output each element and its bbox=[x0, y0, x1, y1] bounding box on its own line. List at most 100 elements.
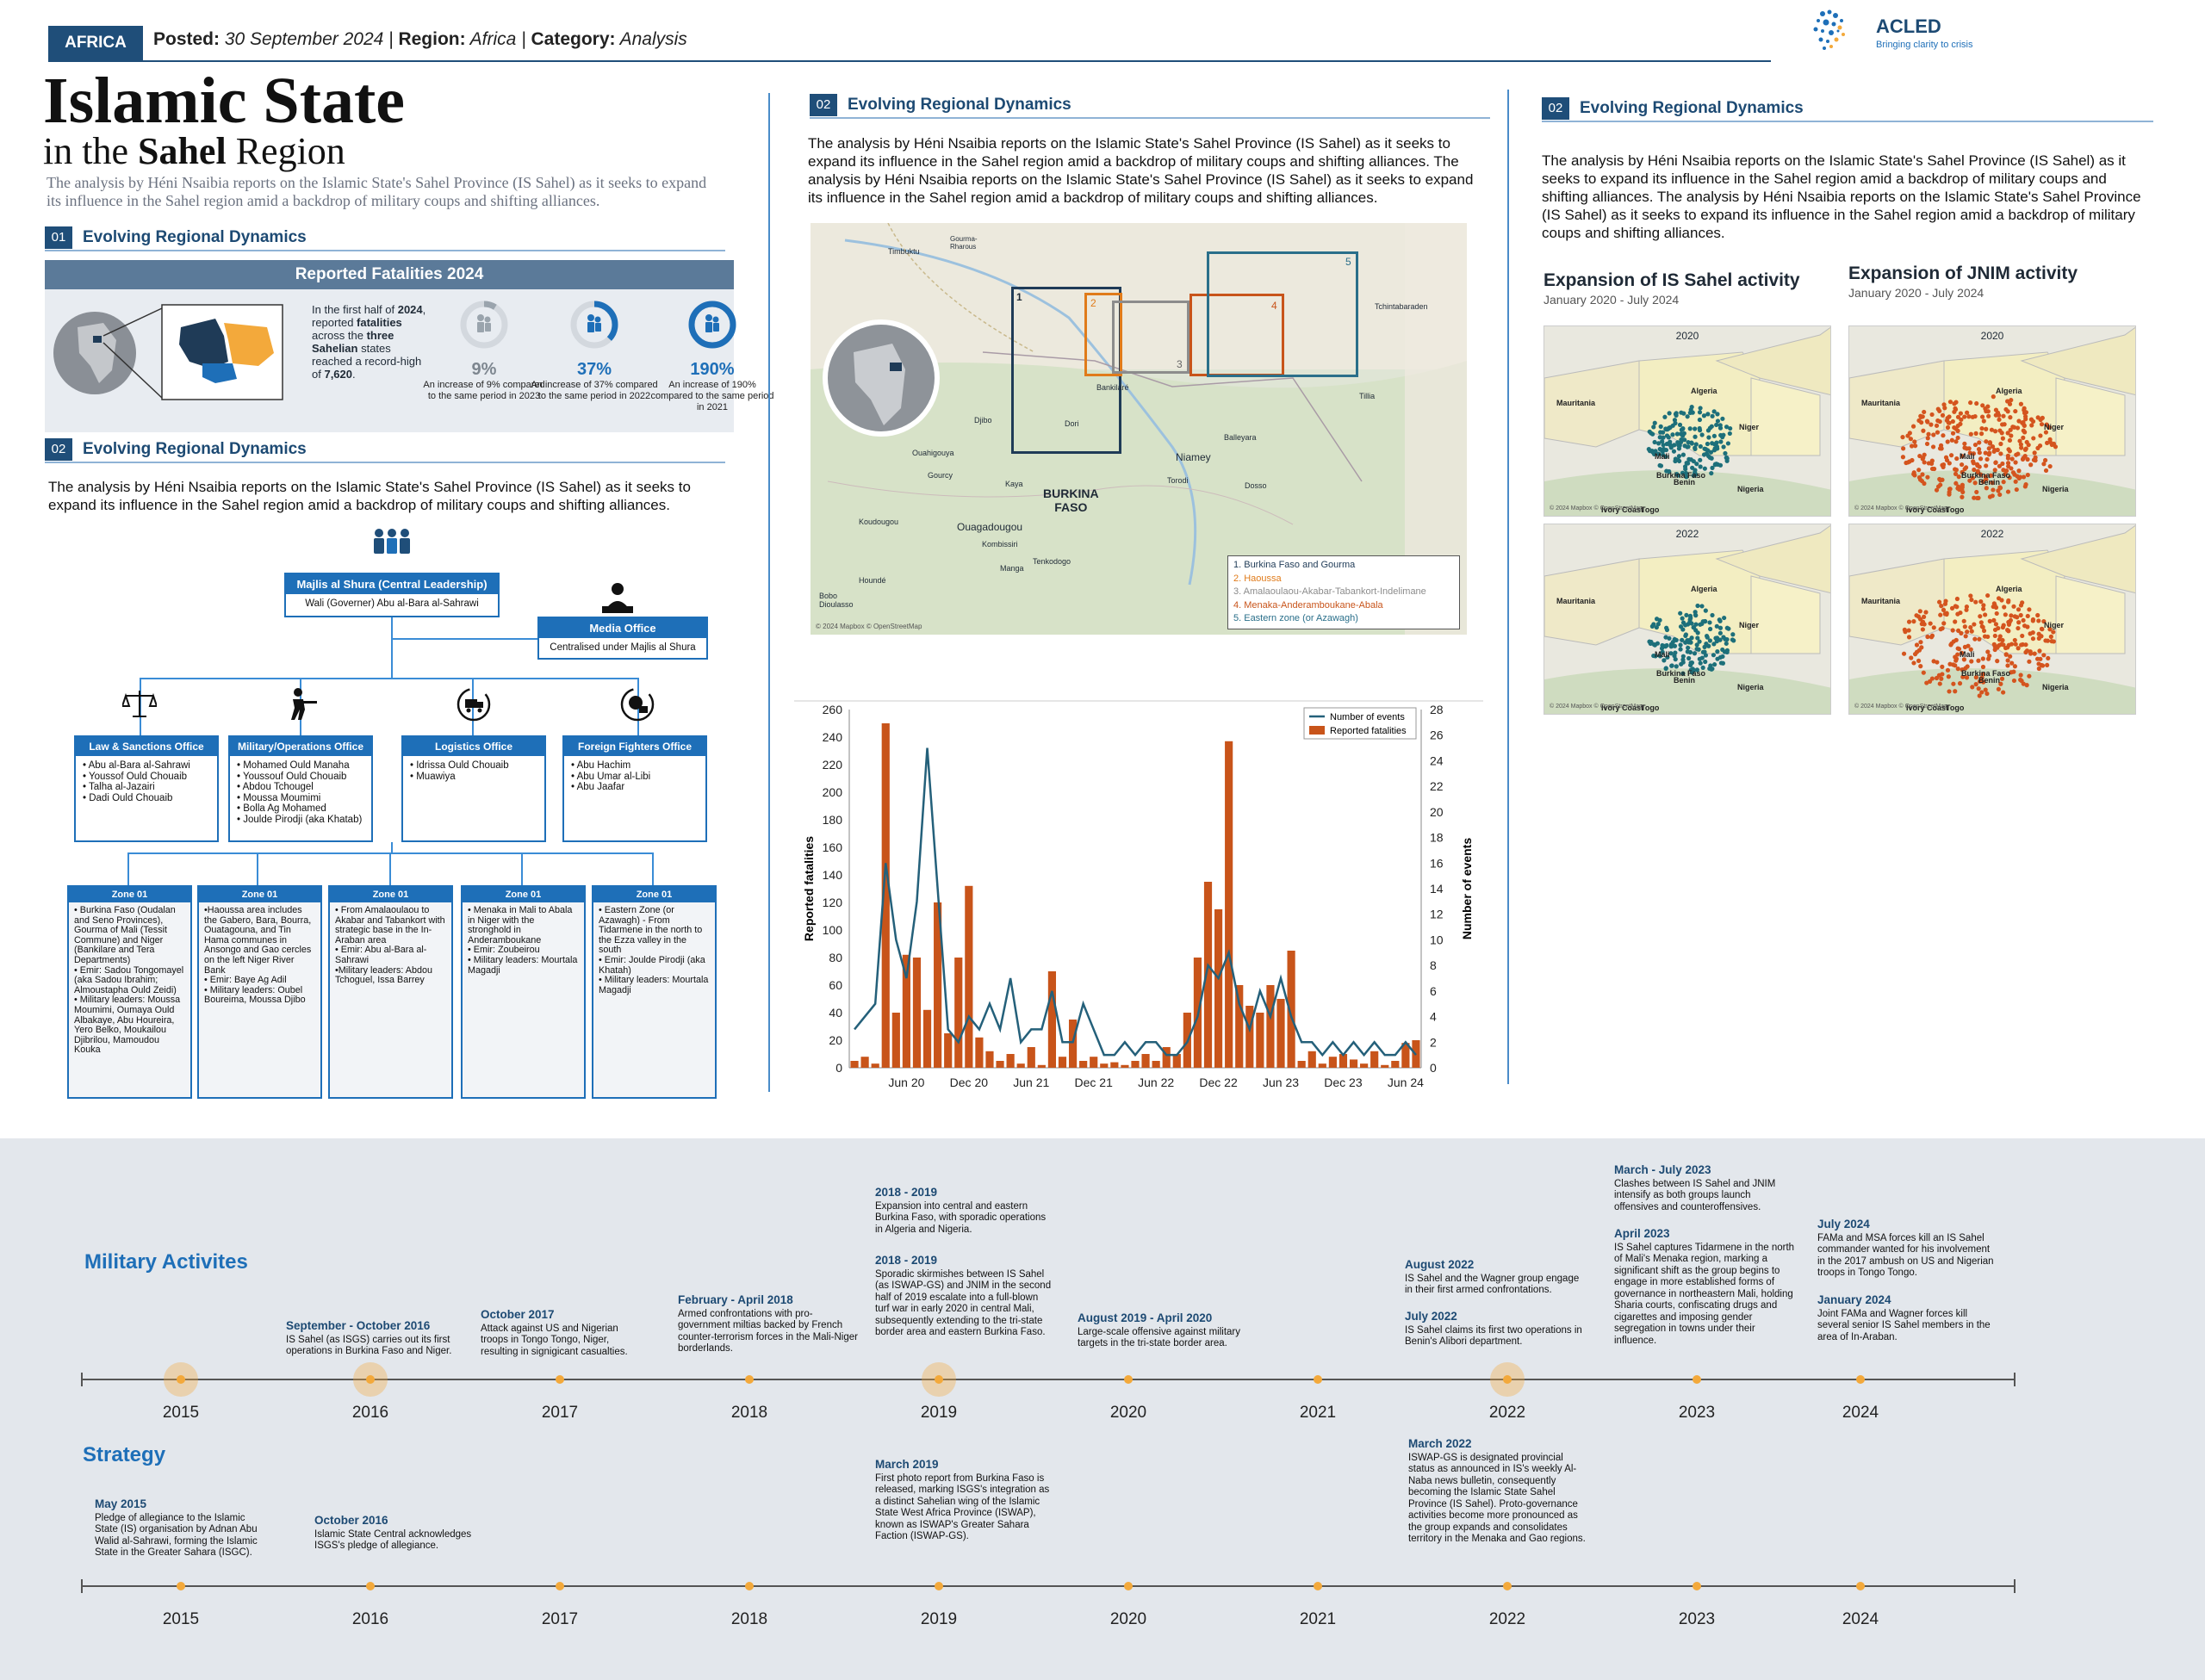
map-label: Togo bbox=[1641, 505, 1660, 514]
year-dot[interactable] bbox=[177, 1582, 185, 1590]
y-axis-title: Reported fatalities bbox=[802, 836, 816, 941]
fatality-bar bbox=[1110, 1062, 1119, 1068]
stat-percent: 190% bbox=[690, 360, 735, 379]
activity-dots bbox=[1901, 592, 2056, 698]
shura-box[interactable]: Majlis al Shura (Central Leadership) Wal… bbox=[284, 573, 500, 617]
place-label: Dosso bbox=[1245, 481, 1267, 490]
section-title: Evolving Regional Dynamics bbox=[83, 228, 307, 246]
y-tick-label: 0 bbox=[835, 1061, 842, 1075]
logistics-office[interactable]: Logistics Office • Idrissa Ould Chouaib … bbox=[401, 735, 546, 842]
ring-fill bbox=[570, 301, 618, 349]
year-dot[interactable] bbox=[366, 1375, 375, 1384]
scales-of-justice-icon bbox=[122, 691, 157, 717]
year-dot[interactable] bbox=[1856, 1375, 1865, 1384]
zone-text: • Burkina Faso (Oudalan and Seno Provinc… bbox=[74, 905, 184, 1056]
year-dot[interactable] bbox=[177, 1375, 185, 1384]
activity-map[interactable]: 2020 Mauritania Algeria Mali Niger Nigeria Bur… bbox=[1544, 325, 1831, 517]
map-year: 2020 bbox=[1980, 330, 2004, 342]
year-dot[interactable] bbox=[556, 1582, 564, 1590]
zone-card[interactable]: Zone 01 • From Amalaoulaou to Akabar and… bbox=[328, 885, 453, 1099]
place-label: Tenkodogo bbox=[1033, 557, 1071, 566]
event-text: Joint FAMa and Wagner forces kill severa… bbox=[1817, 1308, 1991, 1342]
place-label: Dori bbox=[1065, 419, 1079, 428]
place-label: Houndé bbox=[859, 576, 886, 585]
stat-2023: 9% An increase of 9% compared to the sam… bbox=[419, 299, 549, 402]
legend-item: 1. Burkina Faso and Gourma bbox=[1233, 560, 1356, 570]
year-dot[interactable] bbox=[935, 1375, 943, 1384]
law-sanctions-office[interactable]: Law & Sanctions Office • Abu al-Bara al-… bbox=[74, 735, 219, 842]
year-dot[interactable] bbox=[1693, 1375, 1701, 1384]
year-dot[interactable] bbox=[1856, 1582, 1865, 1590]
zone-box-2[interactable]: 2 bbox=[1084, 293, 1122, 376]
place-label: Torodi bbox=[1167, 476, 1189, 485]
map-label: Algeria bbox=[1996, 585, 2022, 593]
y2-tick-label: 10 bbox=[1430, 933, 1444, 946]
fatalities-summary: In the first half of 2024, reported fata… bbox=[312, 303, 432, 381]
fatality-bar bbox=[985, 1051, 994, 1068]
year-dot[interactable] bbox=[556, 1375, 564, 1384]
category-value[interactable]: Analysis bbox=[619, 29, 687, 49]
year-dot[interactable] bbox=[1314, 1582, 1322, 1590]
military-event: 2018 - 2019 Expansion into central and ea… bbox=[875, 1187, 1056, 1236]
zone-card[interactable]: Zone 01 •Haoussa area includes the Gaber… bbox=[197, 885, 322, 1099]
media-office-box[interactable]: Media Office Centralised under Majlis al… bbox=[537, 617, 708, 660]
year-dot[interactable] bbox=[1503, 1375, 1512, 1384]
event-text: IS Sahel claims its first two operations… bbox=[1405, 1324, 1582, 1348]
zone-card[interactable]: Zone 01 • Menaka in Mali to Abala in Nig… bbox=[461, 885, 586, 1099]
foreign-fighters-office[interactable]: Foreign Fighters Office • Abu Hachim • A… bbox=[562, 735, 707, 842]
year-dot[interactable] bbox=[745, 1582, 754, 1590]
zone-box-5[interactable]: 5 bbox=[1207, 251, 1358, 377]
x-tick-label: Jun 23 bbox=[1263, 1076, 1299, 1088]
fatality-bar bbox=[1276, 999, 1285, 1068]
year-dot[interactable] bbox=[935, 1582, 943, 1590]
logo-tagline: Bringing clarity to crisis bbox=[1876, 40, 1973, 50]
map-label: Benin bbox=[1978, 478, 2001, 487]
map-title-is: Expansion of IS Sahel activity bbox=[1544, 270, 1800, 290]
year-dot[interactable] bbox=[745, 1375, 754, 1384]
year-dot[interactable] bbox=[1693, 1582, 1701, 1590]
fatality-bar bbox=[881, 723, 890, 1068]
place-label: Balleyara bbox=[1224, 433, 1257, 442]
y2-tick-label: 24 bbox=[1430, 753, 1444, 767]
acled-logo[interactable]: ACLED Bringing clarity to crisis bbox=[1805, 5, 1978, 57]
shura-title: Majlis al Shura (Central Leadership) bbox=[286, 574, 498, 594]
post-meta: Posted: 30 September 2024 | Region: Afri… bbox=[153, 29, 687, 49]
fatality-bar bbox=[1152, 1061, 1160, 1068]
x-tick-label: Dec 23 bbox=[1324, 1076, 1363, 1088]
fatality-bar bbox=[1203, 882, 1213, 1068]
zone-card[interactable]: Zone 01 • Burkina Faso (Oudalan and Seno… bbox=[67, 885, 192, 1099]
zone-title: Zone 01 bbox=[199, 887, 320, 902]
zone-box-number: 3 bbox=[1177, 358, 1183, 370]
region-tag[interactable]: AFRICA bbox=[48, 26, 143, 60]
stat-description: An increase of 9% compared to the same p… bbox=[423, 380, 545, 401]
zone-box-3[interactable]: 3 bbox=[1112, 301, 1189, 374]
year-dot[interactable] bbox=[1503, 1582, 1512, 1590]
map-label: Ivory Coast bbox=[1906, 505, 1949, 514]
x-tick-label: Jun 21 bbox=[1013, 1076, 1049, 1088]
legend-swatch bbox=[1309, 726, 1325, 735]
intro-text: The analysis by Héni Nsaibia reports on … bbox=[47, 174, 707, 209]
x-tick-label: Dec 22 bbox=[1199, 1076, 1238, 1088]
fatalities-events-chart: 0 20 40 60 80 100 120 140 160 180 200 220 240 260 0 2 4 6… bbox=[794, 696, 1483, 1089]
subtitle-post: Region bbox=[235, 130, 345, 172]
year-dot[interactable] bbox=[1124, 1375, 1133, 1384]
zones-map[interactable]: 1 2 3 4 5 Timbuktu Gourma-Rharous Tchint… bbox=[811, 223, 1467, 635]
fatality-bar bbox=[1318, 1063, 1326, 1068]
year-dot[interactable] bbox=[1314, 1375, 1322, 1384]
year-dot[interactable] bbox=[1124, 1582, 1133, 1590]
map-label: Benin bbox=[1674, 478, 1696, 487]
page-title: Islamic State bbox=[43, 65, 406, 137]
strategy-event: March 2022 ISWAP-GS is designated provinc… bbox=[1408, 1438, 1589, 1546]
activity-map[interactable]: 2022 Mauritania Algeria Mali Niger Nigeria Bur… bbox=[1544, 524, 1831, 715]
year-dot[interactable] bbox=[366, 1582, 375, 1590]
military-operations-office[interactable]: Military/Operations Office • Mohamed Oul… bbox=[228, 735, 373, 842]
zone-card[interactable]: Zone 01 • Eastern Zone (or Azawagh) - Fr… bbox=[592, 885, 717, 1099]
y-tick-label: 60 bbox=[829, 978, 842, 992]
activity-map[interactable]: 2022 Mauritania Algeria Mali Niger Nigeria Bur… bbox=[1848, 524, 2136, 715]
region-value[interactable]: Africa bbox=[469, 29, 517, 49]
activity-map[interactable]: 2020 Mauritania Algeria Mali Niger Nigeria Bur… bbox=[1848, 325, 2136, 517]
y2-tick-label: 20 bbox=[1430, 805, 1444, 819]
map-label: Ivory Coast bbox=[1601, 505, 1644, 514]
year-label: 2016 bbox=[351, 1610, 389, 1628]
y-tick-label: 220 bbox=[823, 758, 843, 772]
